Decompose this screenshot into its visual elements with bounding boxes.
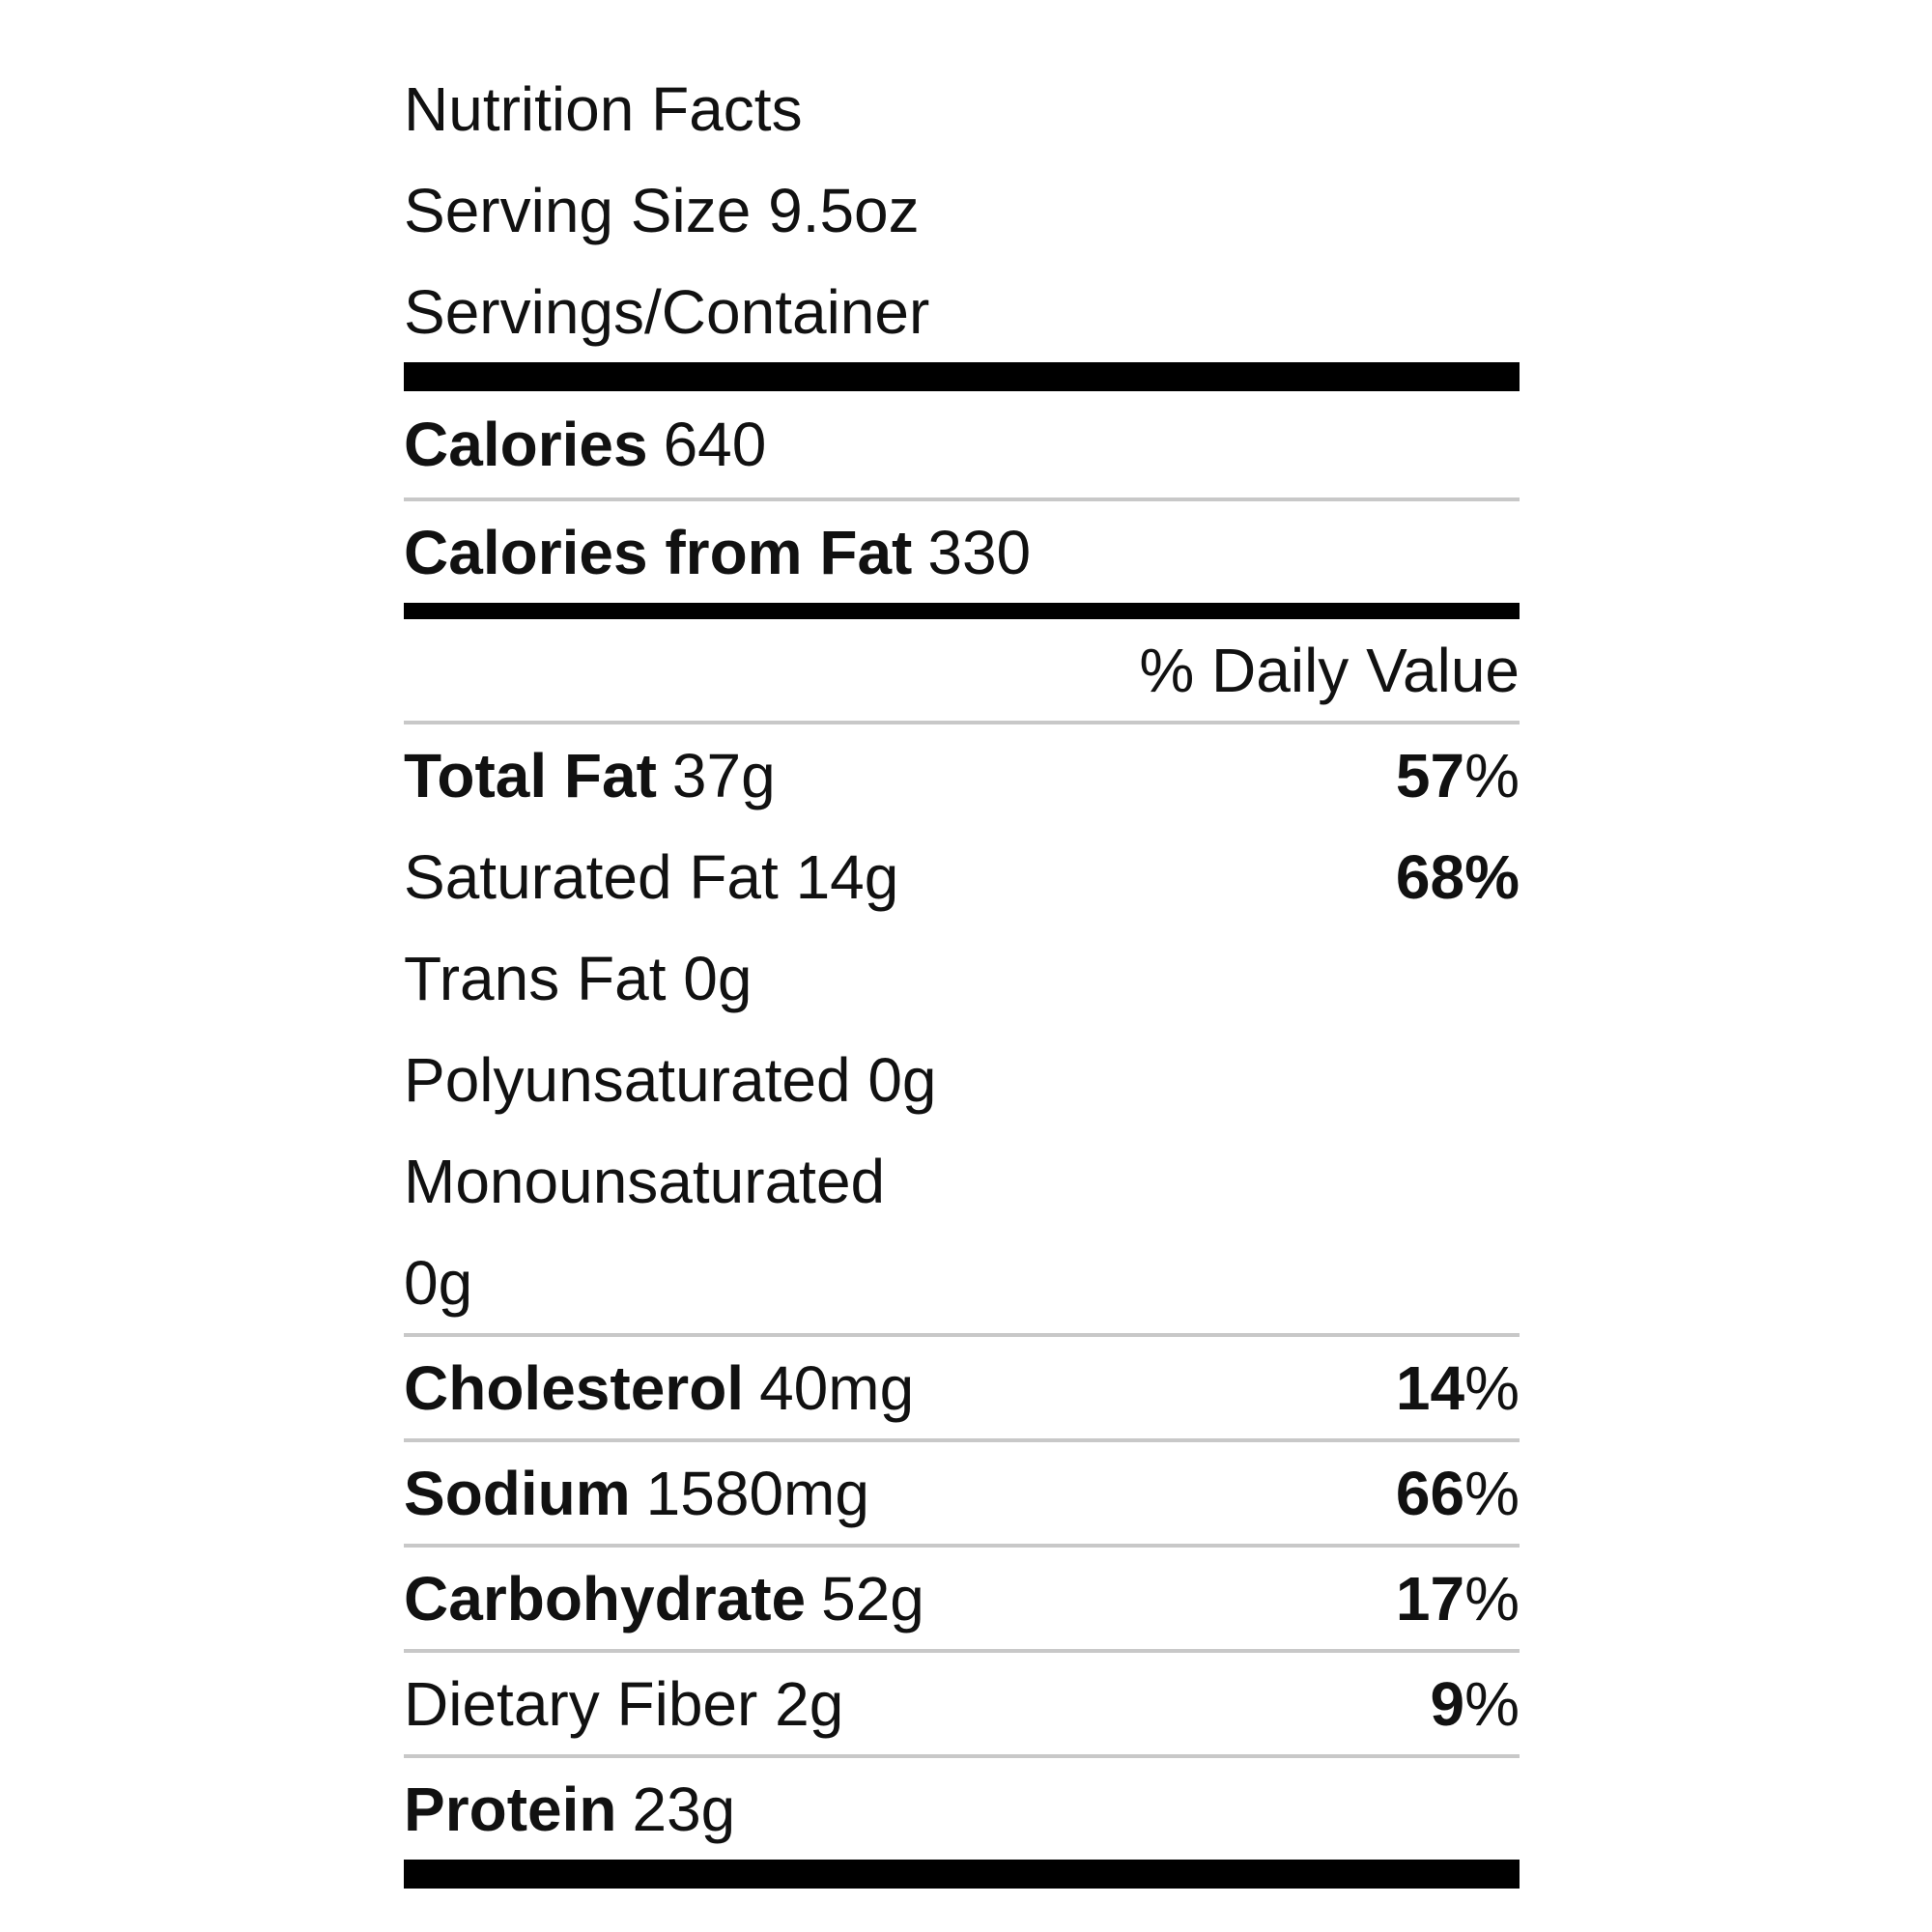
protein-row: Protein 23g	[404, 1758, 1520, 1860]
dietary-fiber-label: Dietary Fiber 2g	[404, 1668, 844, 1739]
saturated-fat-label: Saturated Fat 14g	[404, 841, 899, 912]
carbohydrate-dv-number: 17	[1395, 1563, 1465, 1634]
calories-from-fat-row: Calories from Fat 330	[404, 501, 1520, 603]
thick-divider-top	[404, 362, 1520, 391]
total-fat-dv-percent: %	[1464, 740, 1520, 810]
carbohydrate-dv-percent: %	[1464, 1563, 1520, 1634]
protein-label: Protein	[404, 1774, 617, 1844]
medium-divider	[404, 603, 1520, 619]
title-row: Nutrition Facts	[404, 58, 1520, 159]
divider	[404, 1438, 1520, 1442]
protein-amount: 23g	[632, 1774, 736, 1844]
total-fat-row: Total Fat 37g 57%	[404, 724, 1520, 826]
divider	[404, 721, 1520, 724]
servings-per-container-row: Servings/Container	[404, 261, 1520, 362]
nutrition-facts-label: Nutrition Facts Serving Size 9.5oz Servi…	[404, 58, 1520, 1889]
total-fat-amount: 37g	[671, 740, 776, 810]
servings-per-container: Servings/Container	[404, 276, 930, 347]
serving-size: Serving Size 9.5oz	[404, 175, 920, 245]
total-fat-dv-number: 57	[1395, 740, 1465, 810]
cholesterol-label: Cholesterol	[404, 1352, 745, 1423]
monounsaturated-label: Monounsaturated	[404, 1146, 886, 1216]
divider	[404, 1333, 1520, 1337]
dietary-fiber-dv-percent: %	[1464, 1668, 1520, 1739]
dietary-fiber-dv-number: 9	[1430, 1668, 1465, 1739]
calories-value: 640	[663, 410, 767, 479]
cholesterol-dv-percent: %	[1464, 1352, 1520, 1423]
sodium-dv-percent: %	[1464, 1458, 1520, 1528]
carbohydrate-label: Carbohydrate	[404, 1563, 807, 1634]
cholesterol-amount: 40mg	[759, 1352, 915, 1423]
cholesterol-row: Cholesterol 40mg 14%	[404, 1337, 1520, 1438]
daily-value-header: % Daily Value	[1139, 635, 1520, 705]
serving-size-row: Serving Size 9.5oz	[404, 159, 1520, 261]
sodium-label: Sodium	[404, 1458, 631, 1528]
nutrition-facts-title: Nutrition Facts	[404, 73, 803, 144]
polyunsaturated-row: Polyunsaturated 0g	[404, 1029, 1520, 1130]
calories-label: Calories	[404, 410, 648, 479]
divider	[404, 1649, 1520, 1653]
total-fat-label: Total Fat	[404, 740, 657, 810]
trans-fat-label: Trans Fat 0g	[404, 943, 753, 1013]
monounsaturated-amount: 0g	[404, 1247, 473, 1318]
thick-divider-bottom	[404, 1860, 1520, 1889]
sodium-row: Sodium 1580mg 66%	[404, 1442, 1520, 1544]
daily-value-header-row: % Daily Value	[404, 619, 1520, 721]
monounsaturated-amount-row: 0g	[404, 1232, 1520, 1333]
divider	[404, 1754, 1520, 1758]
divider	[404, 497, 1520, 501]
carbohydrate-row: Carbohydrate 52g 17%	[404, 1548, 1520, 1649]
divider	[404, 1544, 1520, 1548]
cholesterol-dv-number: 14	[1395, 1352, 1465, 1423]
calories-from-fat-value: 330	[927, 517, 1032, 587]
calories-row: Calories 640	[404, 391, 1520, 497]
calories-from-fat-label: Calories from Fat	[404, 517, 913, 587]
trans-fat-row: Trans Fat 0g	[404, 927, 1520, 1029]
polyunsaturated-label: Polyunsaturated 0g	[404, 1044, 937, 1115]
carbohydrate-amount: 52g	[821, 1563, 924, 1634]
sodium-dv-number: 66	[1395, 1458, 1465, 1528]
dietary-fiber-row: Dietary Fiber 2g 9%	[404, 1653, 1520, 1754]
saturated-fat-row: Saturated Fat 14g 68%	[404, 826, 1520, 927]
monounsaturated-row: Monounsaturated	[404, 1130, 1520, 1232]
saturated-fat-dv: 68%	[1395, 841, 1520, 912]
sodium-amount: 1580mg	[645, 1458, 869, 1528]
